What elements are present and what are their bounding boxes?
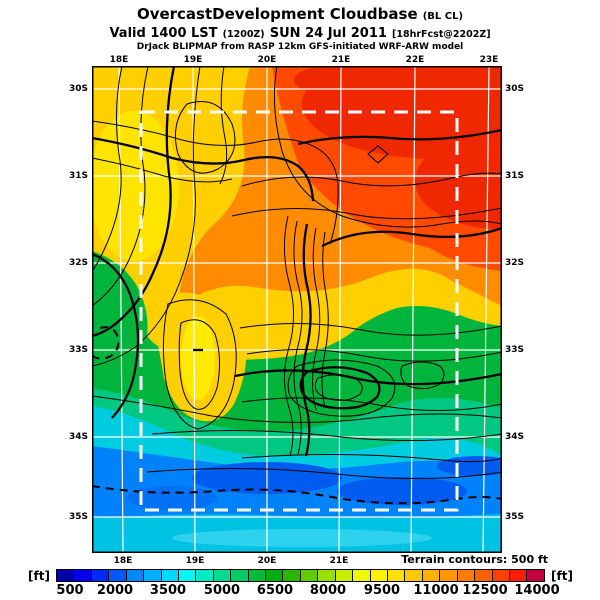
colorbar-segment bbox=[283, 570, 301, 581]
forecast-map bbox=[89, 49, 585, 554]
colorbar-tick: 9500 bbox=[363, 583, 401, 598]
forecast-map-svg bbox=[89, 49, 585, 554]
terrain-contour-note: Terrain contours: 500 ft bbox=[401, 553, 548, 566]
colorbar-segment bbox=[509, 570, 528, 581]
colorbar-tick: 3500 bbox=[149, 583, 187, 598]
colorbar-segment bbox=[144, 570, 162, 581]
forecast-cycle: [18hrFcst@2202Z] bbox=[392, 29, 491, 41]
lon-label-bottom: 21E bbox=[329, 556, 349, 566]
colorbar-segment bbox=[388, 570, 406, 581]
lon-label-top: 21E bbox=[331, 55, 351, 65]
colorbar-segment bbox=[266, 570, 284, 581]
colorbar-segment bbox=[248, 570, 267, 581]
model-attribution: DrJack BLIPMAP from RASP 12km GFS-initia… bbox=[136, 42, 464, 53]
colorbar-tick: 2000 bbox=[96, 583, 134, 598]
colorbar-tick: 11000 bbox=[413, 583, 459, 598]
colorbar-segment bbox=[161, 570, 179, 581]
colorbar-segment bbox=[318, 570, 336, 581]
lat-label-right: 30S bbox=[505, 84, 525, 94]
lon-label-top: 22E bbox=[405, 55, 425, 65]
page-title-line: OvercastDevelopment Cloudbase (BL CL) bbox=[0, 5, 600, 23]
colorbar-unit-right: [ft] bbox=[551, 569, 573, 583]
lat-label-left: 35S bbox=[68, 512, 88, 522]
colorbar-segment bbox=[109, 570, 127, 581]
colorbar-segment bbox=[300, 570, 319, 581]
colorbar-tick: 8000 bbox=[309, 583, 347, 598]
lon-label-top: 20E bbox=[257, 55, 277, 65]
colorbar-segment bbox=[213, 570, 232, 581]
valid-date: SUN 24 Jul 2011 bbox=[269, 26, 387, 42]
colorbar-segment bbox=[57, 570, 75, 581]
lat-label-left: 30S bbox=[68, 84, 88, 94]
colorbar-segment bbox=[527, 570, 544, 581]
colorbar-tick: 6500 bbox=[256, 583, 294, 598]
lat-label-left: 32S bbox=[68, 258, 88, 268]
lat-label-left: 33S bbox=[68, 345, 88, 355]
colorbar-segment bbox=[126, 570, 145, 581]
lat-label-left: 31S bbox=[68, 171, 88, 181]
colorbar-tick: 12500 bbox=[462, 583, 508, 598]
valid-time-line: Valid 1400 LST (1200Z) SUN 24 Jul 2011 [… bbox=[0, 23, 600, 42]
map-frame bbox=[92, 66, 502, 553]
page-title-suffix: (BL CL) bbox=[422, 11, 464, 22]
lat-label-right: 31S bbox=[505, 171, 525, 181]
colorbar-segment bbox=[74, 570, 92, 581]
lon-label-top: 23E bbox=[479, 55, 499, 65]
colorbar-tick: 500 bbox=[56, 583, 84, 598]
colorbar-segment bbox=[353, 570, 371, 581]
colorbar-segment bbox=[178, 570, 197, 581]
colorbar-segment bbox=[475, 570, 493, 581]
lat-label-right: 34S bbox=[505, 432, 525, 442]
colorbar-segment bbox=[196, 570, 214, 581]
lon-label-top: 18E bbox=[109, 55, 129, 65]
lat-label-right: 35S bbox=[505, 512, 525, 522]
colorbar-tick: 14000 bbox=[514, 583, 560, 598]
lon-label-bottom: 19E bbox=[185, 556, 205, 566]
lat-label-right: 33S bbox=[505, 345, 525, 355]
page-title: OvercastDevelopment Cloudbase bbox=[136, 5, 418, 23]
colorbar-unit-left: [ft] bbox=[28, 569, 50, 583]
graticule bbox=[92, 65, 502, 554]
colorbar-segment bbox=[91, 570, 110, 581]
lat-label-left: 34S bbox=[68, 432, 88, 442]
colorbar-segment bbox=[231, 570, 249, 581]
lon-label-top: 19E bbox=[183, 55, 203, 65]
valid-prefix: Valid 1400 LST bbox=[109, 26, 218, 42]
domain-boundary-box bbox=[139, 110, 459, 512]
colorbar-segment bbox=[422, 570, 441, 581]
header: OvercastDevelopment Cloudbase (BL CL) Va… bbox=[0, 5, 600, 53]
lat-label-right: 32S bbox=[505, 258, 525, 268]
lon-label-bottom: 18E bbox=[113, 556, 133, 566]
contour-lines bbox=[91, 65, 503, 505]
colorbar-segment bbox=[492, 570, 510, 581]
lon-label-bottom: 20E bbox=[257, 556, 277, 566]
colorbar-segments bbox=[56, 569, 545, 582]
colorbar-segment bbox=[440, 570, 458, 581]
colorbar-segment bbox=[370, 570, 389, 581]
colorbar-segment bbox=[405, 570, 423, 581]
colorbar-segment bbox=[335, 570, 354, 581]
valid-init-time: (1200Z) bbox=[222, 29, 265, 41]
colorbar-tick: 5000 bbox=[203, 583, 241, 598]
colorbar-segment bbox=[457, 570, 476, 581]
